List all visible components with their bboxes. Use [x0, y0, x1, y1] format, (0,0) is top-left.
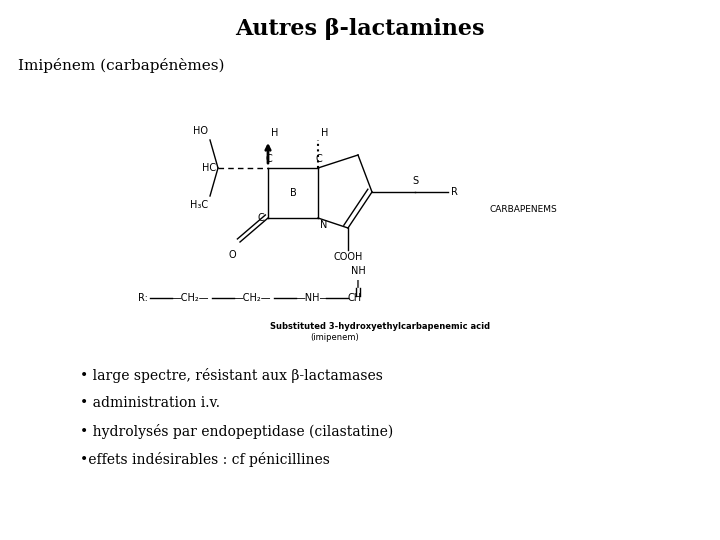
Text: Autres β-lactamines: Autres β-lactamines — [235, 18, 485, 40]
Text: HC: HC — [202, 163, 216, 173]
Text: H: H — [271, 128, 279, 138]
Text: B: B — [289, 188, 297, 198]
Text: Substituted 3-hydroxyethylcarbapenemic acid: Substituted 3-hydroxyethylcarbapenemic a… — [270, 322, 490, 331]
Text: NH: NH — [351, 266, 365, 276]
Text: N: N — [320, 220, 328, 230]
Text: C: C — [257, 213, 264, 223]
Text: CH: CH — [348, 293, 362, 303]
Text: C: C — [315, 154, 323, 164]
Text: • hydrolysés par endopeptidase (cilastatine): • hydrolysés par endopeptidase (cilastat… — [80, 424, 393, 439]
Text: R: R — [451, 187, 458, 197]
Text: •effets indésirables : cf pénicillines: •effets indésirables : cf pénicillines — [80, 452, 330, 467]
Text: • administration i.v.: • administration i.v. — [80, 396, 220, 410]
Text: H: H — [321, 128, 328, 138]
Text: R:: R: — [138, 293, 148, 303]
Text: COOH: COOH — [333, 252, 363, 262]
Text: —CH₂—: —CH₂— — [172, 293, 210, 303]
Text: HO: HO — [193, 126, 208, 136]
Text: C: C — [266, 154, 272, 164]
Text: CARBAPENEMS: CARBAPENEMS — [490, 206, 558, 214]
Text: O: O — [228, 250, 236, 260]
Text: (imipenem): (imipenem) — [310, 333, 359, 342]
Text: S: S — [412, 176, 418, 186]
Text: H₃C: H₃C — [190, 200, 208, 210]
Text: Imipénem (carbapénèmes): Imipénem (carbapénèmes) — [18, 58, 225, 73]
Text: ∥: ∥ — [356, 278, 360, 287]
Text: —NH—: —NH— — [296, 293, 330, 303]
Text: —CH₂—: —CH₂— — [234, 293, 271, 303]
Text: • large spectre, résistant aux β-lactamases: • large spectre, résistant aux β-lactama… — [80, 368, 383, 383]
